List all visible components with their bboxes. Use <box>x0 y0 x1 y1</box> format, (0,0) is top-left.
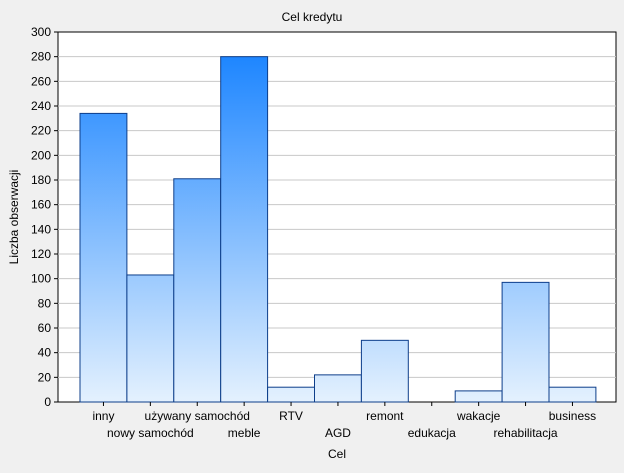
y-tick-label: 40 <box>38 346 52 360</box>
y-tick-label: 100 <box>31 272 51 286</box>
bar-7 <box>360 339 409 403</box>
y-tick-label: 220 <box>31 124 51 138</box>
x-tick-label: RTV <box>279 409 303 423</box>
y-tick-label: 280 <box>31 50 51 64</box>
y-tick-label: 300 <box>31 25 51 39</box>
y-axis-label: Liczba obserwacji <box>7 170 21 265</box>
y-tick-label: 120 <box>31 247 51 261</box>
y-tick-label: 200 <box>31 148 51 162</box>
bar-11 <box>548 386 597 403</box>
bar-4 <box>220 56 269 403</box>
y-tick-label: 160 <box>31 198 51 212</box>
x-tick-label: inny <box>92 409 114 423</box>
chart-title: Cel kredytu <box>282 10 343 24</box>
bar-1 <box>79 112 128 403</box>
y-tick-label: 260 <box>31 74 51 88</box>
y-tick-label: 60 <box>38 321 52 335</box>
x-tick-label: rehabilitacja <box>494 426 558 440</box>
x-tick-label: nowy samochód <box>107 426 194 440</box>
bar-6 <box>314 374 362 403</box>
y-tick-label: 0 <box>44 395 51 409</box>
y-tick-label: 80 <box>38 296 52 310</box>
x-tick-label: remont <box>366 409 404 423</box>
y-tick-label: 20 <box>38 370 52 384</box>
x-tick-label: business <box>549 409 596 423</box>
bar-5 <box>267 386 316 403</box>
y-axis-ticks: 0 20 40 60 80 100 120 140 160 180 200 220 240 260 280 3… <box>31 25 58 409</box>
bar-9 <box>454 390 503 403</box>
bar-3 <box>173 178 222 403</box>
y-tick-label: 240 <box>31 99 51 113</box>
y-tick-label: 180 <box>31 173 51 187</box>
x-tick-label: wakacje <box>456 409 501 423</box>
x-tick-label: używany samochód <box>145 409 250 423</box>
x-tick-label: meble <box>228 426 261 440</box>
x-axis-ticks: inny nowy samochód używany samochód meble RT… <box>92 402 596 440</box>
bar-2 <box>126 274 175 403</box>
x-axis-label: Cel <box>328 447 346 461</box>
bar-10 <box>501 281 550 403</box>
y-tick-label: 140 <box>31 222 51 236</box>
bars <box>79 56 597 403</box>
x-tick-label: AGD <box>325 426 351 440</box>
x-tick-label: edukacja <box>408 426 456 440</box>
